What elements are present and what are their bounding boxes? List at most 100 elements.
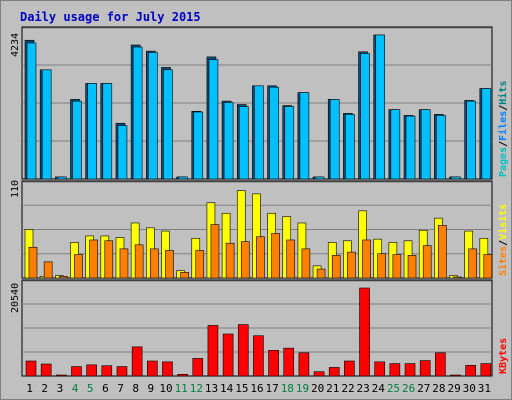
bar-files [375,34,386,180]
x-tick-label: 29 [447,382,460,395]
x-tick-label: 9 [148,382,155,395]
bar-kbytes [298,352,310,377]
legend-item: Sites [497,246,509,276]
bar-files [284,106,295,180]
x-tick-label: 26 [402,382,415,395]
bar-kbytes [131,346,143,377]
bar-files [269,86,279,180]
legend-item: Hits [497,81,509,105]
x-tick-label: 28 [432,382,445,395]
bar-sites [28,246,38,279]
x-tick-label: 15 [235,382,248,395]
legend-item: Files [497,111,509,141]
ymax-label-visits-sites: 110 [10,180,21,198]
bar-sites [438,225,447,279]
bar-sites [134,244,144,279]
legend-item: KBytes [498,338,509,374]
bar-kbytes [146,360,158,377]
bar-sites [271,233,280,279]
ymax-label-hits-files-pages: 4234 [10,33,21,57]
x-tick-label: 31 [478,382,491,395]
x-tick-label: 25 [387,382,400,395]
bar-sites [240,241,250,279]
legend-hits-files-pages: Pages/Files/Hits [497,81,509,177]
bar-files [238,106,249,180]
x-tick-label: 23 [357,382,370,395]
bar-sites [165,250,174,279]
x-tick-label: 5 [87,382,94,395]
bar-files [314,176,325,180]
bar-kbytes [25,360,37,377]
bar-sites [316,268,326,279]
bar-files [254,85,264,180]
bar-kbytes [56,374,67,377]
bar-kbytes [435,352,446,377]
bar-files [390,109,401,180]
bar-files [451,176,461,180]
bar-files [178,176,188,180]
bar-kbytes [344,360,355,377]
bar-files [481,88,492,180]
bar-files [102,83,113,180]
x-tick-label: 10 [159,382,172,395]
x-tick-label: 7 [117,382,124,395]
x-tick-label: 14 [220,382,234,395]
ymax-label-kbytes: 20540 [10,283,21,313]
bar-kbytes [419,360,431,377]
x-tick-label: 22 [341,382,354,395]
bar-kbytes [177,373,188,377]
x-tick-label: 24 [372,382,386,395]
x-tick-label: 16 [250,382,263,395]
bar-kbytes [374,361,386,377]
bar-sites [331,255,341,279]
bar-files [436,115,446,180]
bar-sites [104,240,114,279]
bar-sites [483,254,493,279]
bar-sites [43,261,53,279]
bar-kbytes [207,325,219,377]
bar-kbytes [328,367,340,377]
bar-sites [119,248,129,279]
legend-item: / [498,141,509,147]
x-tick-label: 30 [463,382,476,395]
bar-files [117,125,128,180]
bar-kbytes [71,366,82,377]
legend-item: / [498,105,509,111]
bar-kbytes [101,365,113,377]
x-tick-label: 6 [102,382,109,395]
bar-kbytes [404,363,416,377]
bar-kbytes [253,335,264,377]
bar-kbytes [389,363,401,377]
bar-sites [286,239,296,279]
legend-item: / [498,240,509,246]
bar-files [163,69,173,180]
x-tick-label: 11 [175,382,188,395]
bar-kbytes [313,371,325,377]
bar-sites [195,250,205,279]
bar-files [26,42,37,180]
bar-sites [89,239,98,279]
bar-files [466,100,476,180]
bar-sites [256,236,265,279]
bar-sites [225,242,235,279]
bar-sites [347,251,356,279]
bar-kbytes [450,374,461,377]
bar-files [360,53,370,180]
bar-sites [149,248,159,279]
x-tick-label: 1 [26,382,33,395]
legend-item: Pages [498,147,509,177]
chart-title: Daily usage for July 2015 [20,10,201,24]
x-tick-label: 18 [281,382,294,395]
bar-kbytes [162,361,173,377]
bar-kbytes [283,347,295,377]
bar-files [57,176,67,180]
bar-files [147,52,158,180]
bar-sites [407,255,417,279]
bar-files [87,83,97,180]
bar-kbytes [268,349,279,377]
bar-sites [392,254,402,279]
bar-kbytes [116,366,128,377]
bar-files [345,114,355,180]
